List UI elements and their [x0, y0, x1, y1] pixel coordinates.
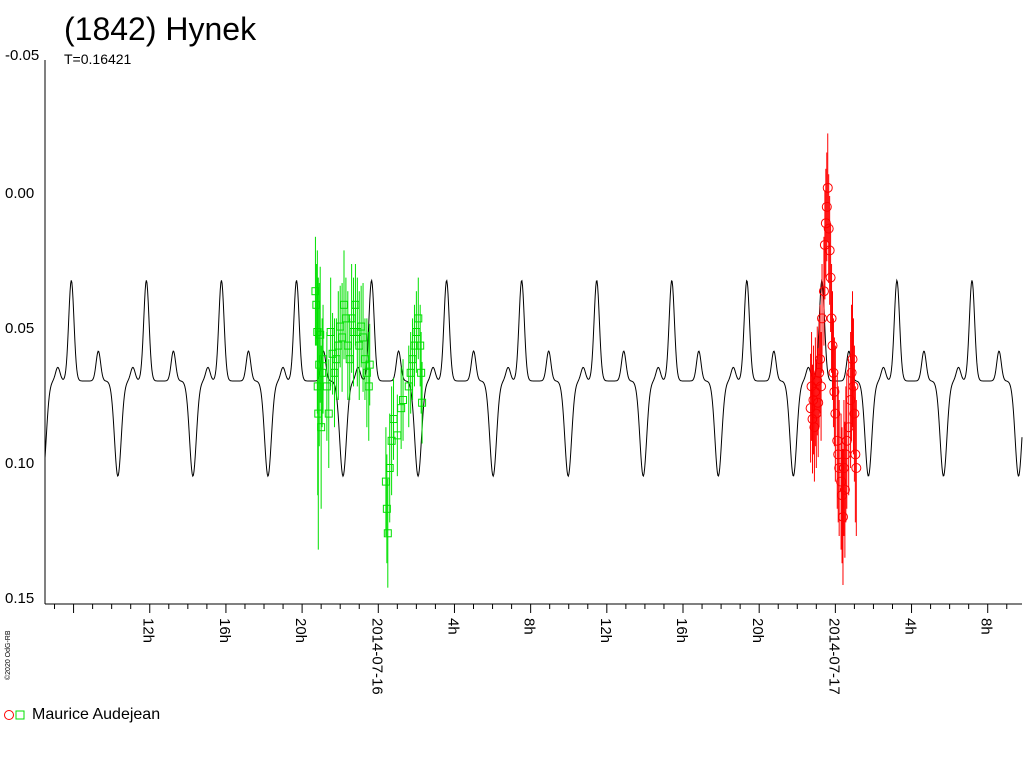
legend-square-marker [15, 710, 25, 720]
data-point-circle [817, 313, 828, 324]
x-tick-label: 12h [597, 618, 614, 643]
chart-subtitle: T=0.16421 [64, 51, 132, 67]
data-point-circle [816, 381, 827, 392]
x-tick-label: 2014-07-17 [825, 618, 842, 695]
data-point-circle [849, 408, 860, 419]
data-point-square [318, 368, 327, 377]
data-point-square [365, 360, 374, 369]
data-point-circle [825, 272, 836, 283]
data-point-circle [850, 449, 861, 460]
data-point-circle [846, 367, 857, 378]
x-tick-label: 4h [444, 618, 461, 635]
data-point-circle [823, 223, 834, 234]
model-lightcurve [44, 278, 1023, 478]
legend: Maurice Audejean [4, 706, 160, 723]
data-point-circle [814, 367, 825, 378]
series-circles [805, 133, 862, 585]
x-tick-label: 12h [140, 618, 157, 643]
data-point-circle [818, 286, 829, 297]
x-tick-label: 20h [749, 618, 766, 643]
data-point-circle [821, 201, 832, 212]
chart-title: (1842) Hynek [64, 11, 257, 47]
model-curve-line [44, 278, 1023, 478]
x-tick-labels: 12h 16h 20h 2014-07-16 4h 8h 12h 16h 20h 2014-07-… [140, 618, 995, 695]
data-point-circle [847, 354, 858, 365]
data-point-square [399, 396, 408, 404]
data-point-square [362, 368, 371, 377]
data-point-circle [829, 386, 840, 397]
data-point-circle [839, 484, 850, 495]
data-point-circle [812, 375, 823, 386]
data-point-square [385, 464, 394, 472]
data-point-circle [822, 182, 833, 193]
x-ticks [54, 604, 1008, 613]
data-point-square [414, 314, 423, 323]
y-tick-label: 0.05 [5, 320, 34, 337]
data-point-square [382, 504, 391, 513]
data-point-square [416, 341, 425, 350]
data-point-square [383, 529, 392, 538]
data-point-circle [828, 367, 839, 378]
x-tick-label: 16h [216, 618, 233, 643]
data-point-square [397, 404, 406, 413]
x-tick-label: 16h [673, 618, 690, 643]
x-tick-label: 8h [978, 618, 995, 635]
x-tick-label: 4h [902, 618, 919, 635]
data-point-circle [830, 408, 841, 419]
legend-circle-marker [4, 710, 14, 720]
data-point-square [324, 409, 333, 418]
data-point-square [387, 436, 396, 445]
y-tick-label: 0.00 [5, 185, 34, 202]
data-point-circle [824, 245, 835, 256]
x-tick-label: 2014-07-16 [368, 618, 385, 695]
data-point-circle [815, 354, 826, 365]
data-point-square [364, 382, 373, 391]
legend-label: Maurice Audejean [32, 706, 160, 723]
data-point-circle [851, 463, 862, 473]
data-point-square [418, 398, 427, 407]
data-point-circle [813, 397, 824, 408]
data-point-circle [826, 313, 837, 324]
data-point-circle [837, 511, 848, 522]
data-point-circle [827, 340, 838, 351]
data-point-circle [848, 381, 859, 392]
data-point-square [317, 423, 326, 432]
credit-text: ©2020 OdG-RB [4, 630, 12, 680]
y-tick-label: -0.05 [5, 47, 39, 64]
y-tick-label: 0.15 [5, 590, 34, 607]
data-point-square [316, 330, 325, 339]
y-axis: -0.05 0.00 0.05 0.10 0.15 [5, 47, 46, 607]
data-point-square [417, 368, 426, 377]
series-squares [311, 236, 427, 588]
y-tick-label: 0.10 [5, 455, 34, 472]
x-tick-label: 8h [521, 618, 538, 635]
x-tick-label: 20h [292, 618, 309, 643]
